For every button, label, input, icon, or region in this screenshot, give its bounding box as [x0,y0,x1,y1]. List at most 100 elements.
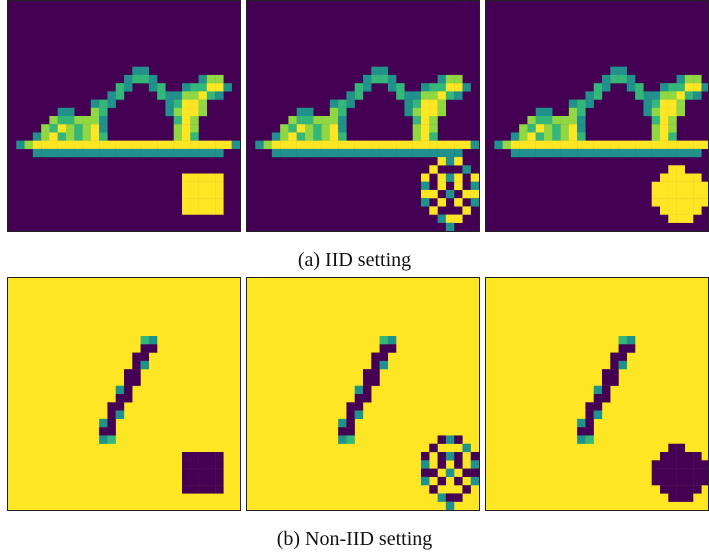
image-pixel [371,377,380,386]
image-pixel [90,124,100,133]
image-pixel [173,107,183,117]
image-pixel [363,394,372,403]
trigger-pixel [676,460,686,469]
trigger-pixel [215,452,224,461]
image-pixel [387,83,397,92]
image-pixel [412,148,422,158]
trigger-pixel [684,189,694,199]
image-pixel [552,116,561,125]
image-pixel [305,124,314,133]
image-pixel [421,107,430,117]
image-pixel [626,336,636,345]
image-pixel [519,148,528,158]
image-pixel [643,148,652,158]
trigger-pixel [429,443,438,453]
trigger-pixel [684,206,694,215]
trigger-pixel [445,468,455,478]
image-pixel [99,418,108,428]
image-pixel [173,140,183,150]
image-pixel [124,74,133,84]
image-pixel [396,91,405,100]
trigger-pixel [437,476,447,486]
image-pixel [676,74,686,84]
image-pixel [437,148,447,158]
image-pixel [387,148,397,158]
trigger-pixel [198,181,208,191]
trigger-pixel [660,206,669,215]
trigger-pixel [701,189,708,199]
trigger-pixel [198,173,208,182]
image-pixel [313,132,322,141]
trigger-pixel [445,214,455,223]
image-pixel [643,99,652,108]
trigger-pixel [684,468,694,478]
image-pixel [215,140,224,150]
image-pixel [66,132,75,141]
image-pixel [585,91,594,100]
image-pixel [610,140,619,150]
image-pixel [305,132,314,141]
image-pixel [643,91,652,100]
trigger-pixel [462,485,471,494]
image-pixel [132,377,141,386]
image-pixel [552,124,561,133]
image-pixel [190,91,199,100]
trigger-pixel [668,493,677,502]
image-pixel [206,74,216,84]
trigger-pixel [429,206,438,215]
image-pixel [57,116,67,125]
image-pixel [41,132,50,141]
image-pixel [396,148,405,158]
trigger-pixel [215,485,224,494]
image-pixel [223,83,232,92]
image-pixel [676,99,686,108]
image-pixel [32,132,42,141]
image-pixel [676,107,686,117]
image-pixel [454,140,463,150]
image-pixel [371,74,380,84]
trigger-pixel [206,452,216,461]
image-pixel [379,66,389,76]
trigger-pixel [182,468,191,478]
trigger-pixel [701,476,708,486]
image-pixel [82,116,92,125]
trigger-pixel [182,173,191,182]
image-pixel [354,140,364,150]
image-pixel [660,107,669,117]
image-pixel [651,91,661,100]
image-pixel [379,148,389,158]
noniid-panel-square-trigger [7,277,241,511]
image-pixel [148,83,158,92]
trigger-pixel [470,452,479,461]
image-pixel [577,124,586,133]
image-pixel [173,99,183,108]
image-pixel [132,148,141,158]
image-pixel [602,83,611,92]
image-pixel [445,83,455,92]
image-pixel [635,91,644,100]
image-pixel [585,410,594,420]
image-pixel [412,116,422,125]
trigger-pixel [429,189,438,199]
image-pixel [363,385,372,395]
image-pixel [577,427,586,436]
image-pixel [429,124,438,133]
image-pixel [329,99,339,108]
trigger-pixel [676,173,686,182]
image-pixel [421,91,430,100]
image-pixel [223,140,232,150]
image-pixel [593,91,603,100]
trigger-pixel [182,452,191,461]
trigger-pixel [206,206,216,215]
image-pixel [165,148,174,158]
image-pixel [198,148,208,158]
image-pixel [140,74,150,84]
image-pixel [429,140,438,150]
trigger-pixel [693,181,702,191]
image-pixel [57,132,67,141]
image-pixel [412,99,422,108]
image-pixel [568,116,578,125]
image-pixel [404,140,413,150]
image-pixel [132,352,141,362]
trigger-pixel [206,468,216,478]
